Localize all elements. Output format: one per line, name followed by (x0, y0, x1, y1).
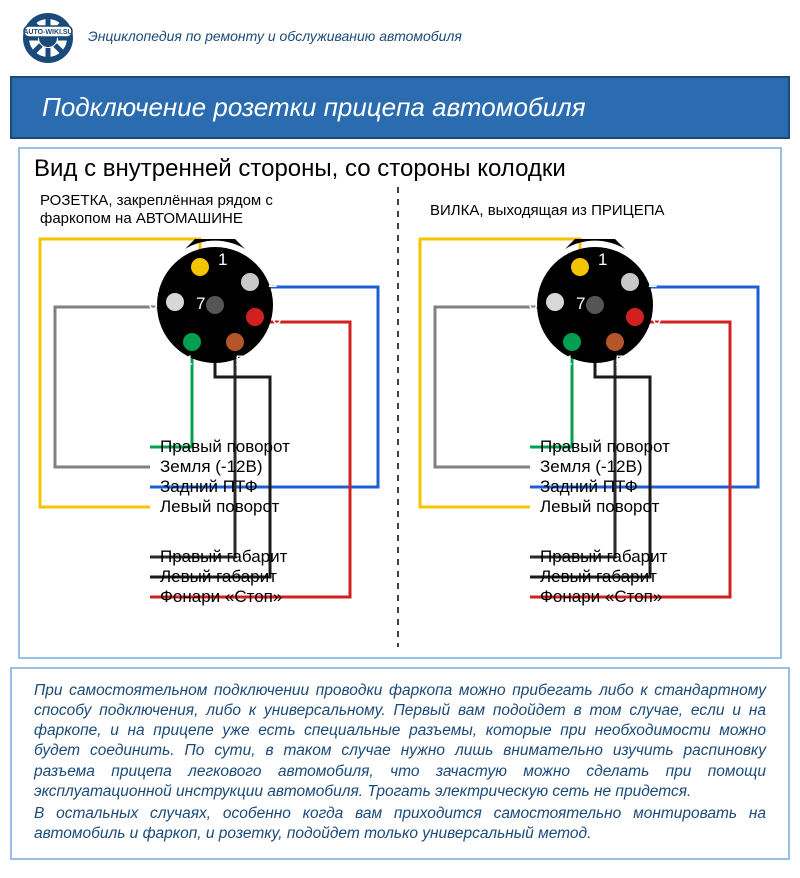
lbl-5: Левый габарит (160, 567, 277, 586)
right-caption: ВИЛКА, выходящая из ПРИЦЕПА (430, 202, 665, 219)
left-caption-line1: РОЗЕТКА, закреплённая рядом с (40, 192, 273, 209)
page-header: AUTO-WIKI.SU Энциклопедия по ремонту и о… (0, 0, 800, 72)
lbl-4: Правый габарит (160, 547, 288, 566)
svg-text:2: 2 (648, 272, 657, 291)
svg-text:7: 7 (576, 294, 585, 313)
svg-text:1: 1 (598, 250, 607, 269)
lbl-3: Левый поворот (160, 497, 280, 516)
socket-diagram: 1 2 3 4 5 6 7 Правый поворот Земля (-12В… (40, 239, 378, 606)
wire-gray (55, 307, 170, 467)
wiring-diagram-panel: Вид с внутренней стороны, со стороны кол… (18, 147, 782, 659)
svg-text:6: 6 (652, 309, 661, 328)
pin-7 (206, 296, 224, 314)
wiring-diagram-svg: РОЗЕТКА, закреплённая рядом с фаркопом н… (30, 187, 770, 647)
svg-text:Земля (-12В): Земля (-12В) (540, 457, 643, 476)
pin-num-3: 3 (149, 294, 158, 313)
svg-text:Правый габарит: Правый габарит (540, 547, 668, 566)
pin-num-7: 7 (196, 294, 205, 313)
svg-text:5: 5 (615, 352, 624, 371)
svg-text:4: 4 (563, 352, 572, 371)
pin-num-5: 5 (235, 352, 244, 371)
pin-num-6: 6 (272, 309, 281, 328)
pin-4 (183, 333, 201, 351)
footer-note: При самостоятельном подключении проводки… (10, 667, 790, 860)
site-logo: AUTO-WIKI.SU (20, 8, 76, 64)
site-subtitle: Энциклопедия по ремонту и обслуживанию а… (88, 27, 462, 45)
pin-1 (191, 258, 209, 276)
pin-2 (241, 273, 259, 291)
pin-num-1: 1 (218, 250, 227, 269)
svg-text:Левый габарит: Левый габарит (540, 567, 657, 586)
page-title: Подключение розетки прицепа автомобиля (10, 76, 790, 139)
lbl-6: Фонари «Стоп» (160, 587, 282, 606)
lbl-1: Земля (-12В) (160, 457, 263, 476)
lbl-2: Задний ПТФ (160, 477, 258, 496)
pin-5 (226, 333, 244, 351)
footer-paragraph-2: В остальных случаях, особенно когда вам … (34, 804, 766, 844)
pin-num-2: 2 (268, 272, 277, 291)
pin-6 (246, 308, 264, 326)
svg-text:AUTO-WIKI.SU: AUTO-WIKI.SU (23, 29, 72, 36)
left-caption-line2: фаркопом на АВТОМАШИНЕ (40, 210, 243, 227)
svg-text:Задний ПТФ: Задний ПТФ (540, 477, 638, 496)
footer-paragraph-1: При самостоятельном подключении проводки… (34, 681, 766, 802)
plug-diagram: 1 2 3 4 5 6 7 Правый поворот Земля (-12В… (420, 239, 758, 606)
svg-text:Левый поворот: Левый поворот (540, 497, 660, 516)
pin-3 (166, 293, 184, 311)
svg-text:Правый поворот: Правый поворот (540, 437, 670, 456)
svg-text:3: 3 (529, 294, 538, 313)
pin-num-4: 4 (183, 352, 192, 371)
lbl-0: Правый поворот (160, 437, 290, 456)
svg-text:Фонари «Стоп»: Фонари «Стоп» (540, 587, 662, 606)
diagram-heading: Вид с внутренней стороны, со стороны кол… (30, 155, 770, 183)
